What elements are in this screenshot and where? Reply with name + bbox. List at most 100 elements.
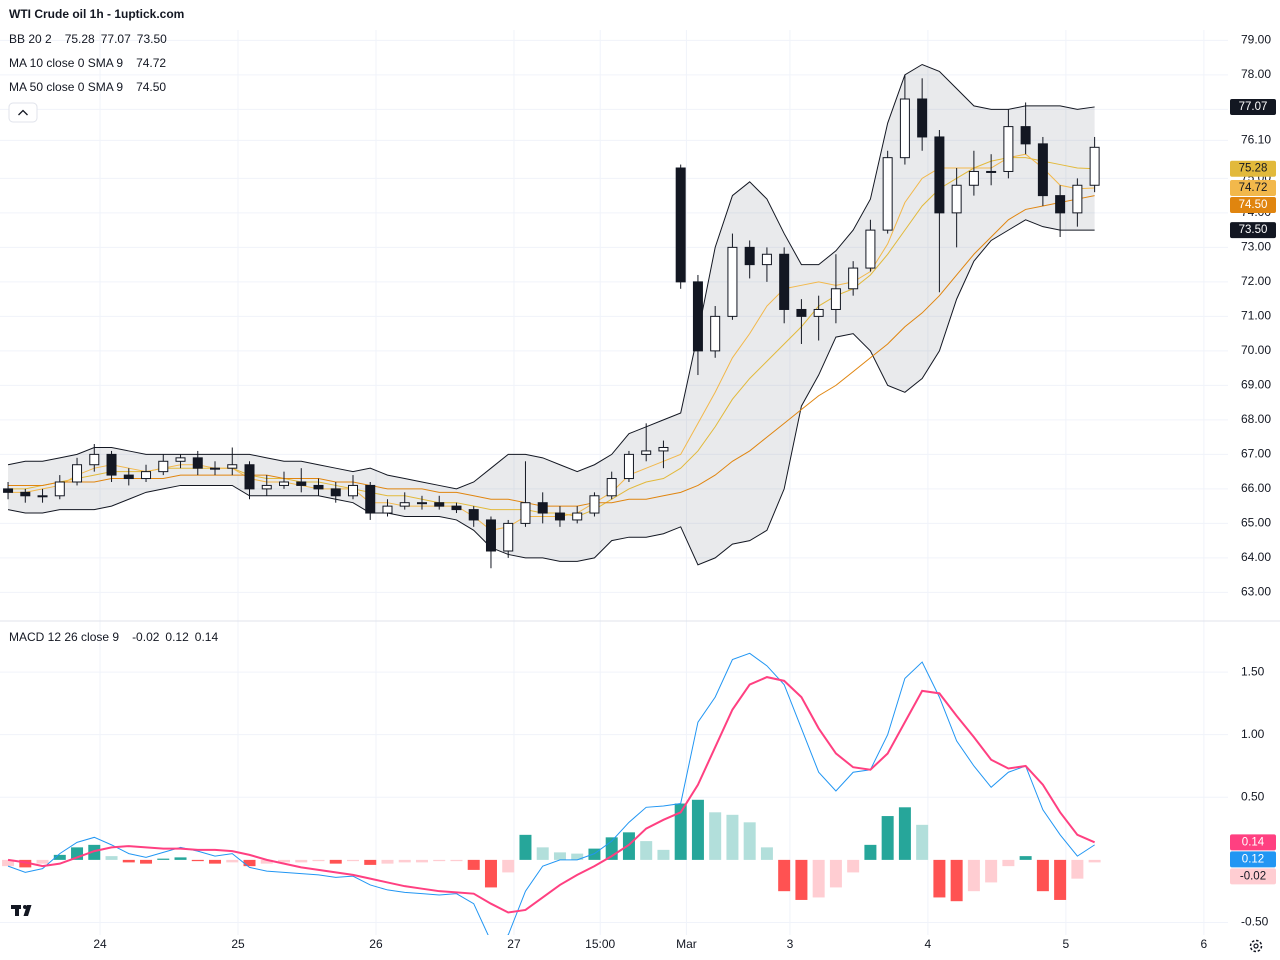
candle-body [623,453,634,480]
candle-body [675,167,686,283]
macd-histogram-bar [674,803,687,860]
macd-histogram-bar [88,844,101,860]
collapse-button-box[interactable] [8,102,38,123]
bb-fill [8,64,1095,565]
candle-body [572,512,583,521]
candle-body [347,484,358,497]
macd-histogram-bar [36,859,49,864]
macd-histogram-bar [1002,859,1015,867]
candle-body [399,502,410,507]
candle-body [761,253,772,266]
indicator-line [7,63,1095,490]
gear-inner [1253,943,1259,949]
candle-body [106,453,117,476]
x-tick-label: 4 [925,937,932,951]
macd-histogram-bar [778,859,791,892]
axis-badge-label: 0.14 [1242,836,1265,848]
macd-histogram-bar [364,859,377,865]
collapse-chevron [18,109,28,116]
macd-histogram-bar [640,841,653,860]
macd-histogram-bar [1071,859,1084,879]
axis-badge [1230,222,1276,239]
macd-histogram-bar [691,799,704,860]
y-tick-label: 63.00 [1241,585,1271,599]
candle-body [744,246,755,266]
macd-histogram-bar [105,856,118,860]
axis-badge-label: 74.72 [1239,182,1268,194]
collapse-button[interactable] [8,102,38,123]
macd-histogram-bar [916,824,929,860]
indicator-value: 73.50 [137,32,167,46]
indicator-line [8,195,1095,507]
macd-histogram-bar [985,859,998,883]
candle-body [365,484,376,514]
macd-histogram-bar [1036,859,1049,892]
candle-body [986,170,997,173]
candle-body [434,502,445,507]
candle-body [554,512,565,521]
macd-histogram-bar [864,844,877,860]
macd-pane [2,652,1101,935]
macd-histogram-bar [2,859,15,867]
indicator-name: BB 20 2 [9,32,52,46]
candle-body [89,453,100,466]
candle-body [1037,143,1048,197]
candle-body [520,502,531,524]
candle-body [72,464,83,483]
y-tick-label: 69.00 [1241,378,1271,392]
macd-histogram-bar [812,859,825,898]
settings-button[interactable] [1249,939,1263,953]
macd-histogram-bar [122,859,135,863]
logo-part [23,905,27,909]
y-tick-label: 66.00 [1241,481,1271,495]
indicator-value: 0.12 [165,630,189,644]
axis-badge-label: 75.28 [1239,163,1268,175]
macd-tick-label: 0.50 [1241,789,1265,803]
indicator-value: 77.07 [101,32,131,46]
indicator-value: 0.14 [195,630,219,644]
macd-histogram-bar [209,859,222,864]
x-tick-label: 5 [1063,937,1070,951]
candle-body [210,467,221,470]
candle-body [416,502,427,505]
axis-badge-label: 73.50 [1239,224,1268,236]
macd-histogram-bar [381,859,394,864]
macd-histogram-bar [260,859,273,864]
macd-histogram-bar [967,859,980,892]
axis-badge [1230,868,1276,885]
indicator-value: 75.28 [65,32,95,46]
axis-badge [1230,160,1276,177]
candle-body [813,308,824,317]
candle-body [848,267,859,290]
macd-histogram-bar [502,859,515,873]
macd-tick-label: -0.50 [1241,915,1269,929]
candle-body [796,308,807,317]
y-tick-label: 70.00 [1241,343,1271,357]
macd-histogram-bar [157,858,170,860]
gear-outer[interactable] [1249,939,1263,953]
y-tick-label: 67.00 [1241,447,1271,461]
macd-histogram-bar [191,859,204,862]
candle-body [882,157,893,231]
macd-tick-label: 1.50 [1241,664,1265,678]
macd-histogram-bar [657,849,670,860]
logo[interactable] [11,905,32,916]
candle-body [330,488,341,497]
macd-histogram-bar [398,859,411,863]
macd-histogram-bar [1054,859,1067,900]
axis-badge [1230,180,1276,197]
y-tick-label: 73.00 [1241,240,1271,254]
macd-histogram-bar [450,859,463,862]
candle-body [934,136,945,214]
axis-badge-label: 77.07 [1239,101,1268,113]
logo-part [15,905,19,916]
macd-histogram-bar [519,834,532,860]
logo-part [23,905,32,916]
macd-histogram-bar [346,859,359,862]
axis-badge-label: 74.50 [1239,199,1268,211]
candle-body [968,170,979,186]
candle-body [123,474,134,480]
candle-body [451,505,462,511]
